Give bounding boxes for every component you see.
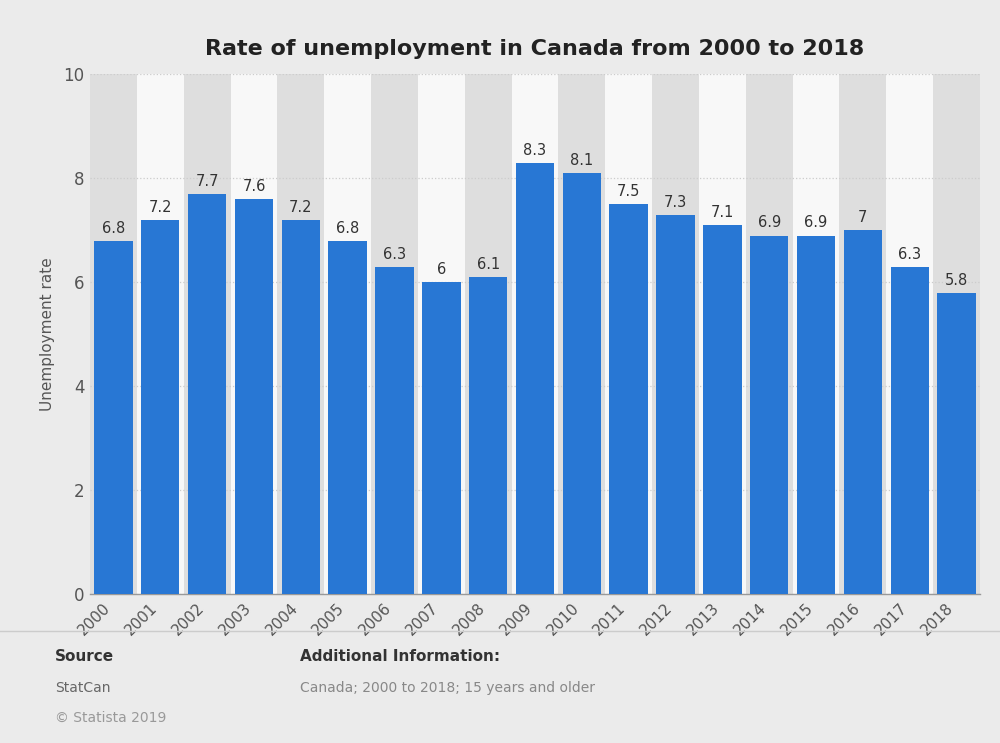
Text: 6.9: 6.9 (758, 215, 781, 230)
Bar (231, 74, 277, 594)
Text: © Statista 2019: © Statista 2019 (55, 711, 166, 724)
Text: 6: 6 (437, 262, 446, 277)
Bar (141, 220, 179, 594)
Bar (90, 74, 137, 594)
Y-axis label: Unemployment rate: Unemployment rate (40, 258, 55, 411)
Bar (371, 74, 418, 594)
Text: 7.3: 7.3 (664, 195, 687, 210)
Text: 7: 7 (858, 210, 868, 225)
Text: 7.1: 7.1 (711, 205, 734, 220)
Bar (937, 293, 976, 594)
Bar (844, 230, 882, 594)
Bar (512, 74, 558, 594)
Bar (516, 163, 554, 594)
Text: Canada; 2000 to 2018; 15 years and older: Canada; 2000 to 2018; 15 years and older (300, 681, 595, 695)
Bar (282, 220, 320, 594)
Bar (137, 74, 184, 594)
Text: StatCan: StatCan (55, 681, 110, 695)
Bar (94, 241, 133, 594)
Text: 6.3: 6.3 (898, 247, 921, 262)
Bar (797, 236, 835, 594)
Bar (324, 74, 371, 594)
Text: 5.8: 5.8 (945, 273, 968, 288)
Text: 6.8: 6.8 (102, 221, 125, 236)
Text: 8.3: 8.3 (523, 143, 547, 158)
Bar (891, 267, 929, 594)
Bar (558, 74, 605, 594)
Text: 6.8: 6.8 (336, 221, 359, 236)
Text: 7.6: 7.6 (242, 179, 266, 194)
Bar (563, 173, 601, 594)
Text: 7.7: 7.7 (195, 174, 219, 189)
Text: 7.2: 7.2 (289, 200, 313, 215)
Bar (750, 236, 788, 594)
Bar (422, 282, 461, 594)
Bar (188, 194, 226, 594)
Bar (465, 74, 512, 594)
Bar (886, 74, 933, 594)
Bar (375, 267, 414, 594)
Text: Source: Source (55, 649, 114, 663)
Bar (793, 74, 839, 594)
Bar (184, 74, 231, 594)
Bar (328, 241, 367, 594)
Text: 7.5: 7.5 (617, 184, 640, 199)
Bar (746, 74, 793, 594)
Bar (418, 74, 465, 594)
Bar (605, 74, 652, 594)
Text: 8.1: 8.1 (570, 153, 593, 168)
Bar (277, 74, 324, 594)
Bar (609, 204, 648, 594)
Bar (469, 277, 507, 594)
Text: 6.3: 6.3 (383, 247, 406, 262)
Text: Additional Information:: Additional Information: (300, 649, 500, 663)
Bar (703, 225, 742, 594)
Text: 6.9: 6.9 (804, 215, 828, 230)
Text: 7.2: 7.2 (149, 200, 172, 215)
Bar (652, 74, 699, 594)
Bar (699, 74, 746, 594)
Bar (933, 74, 980, 594)
Text: 6.1: 6.1 (477, 257, 500, 272)
Title: Rate of unemployment in Canada from 2000 to 2018: Rate of unemployment in Canada from 2000… (205, 39, 865, 59)
Bar (839, 74, 886, 594)
Bar (656, 215, 695, 594)
Bar (235, 199, 273, 594)
